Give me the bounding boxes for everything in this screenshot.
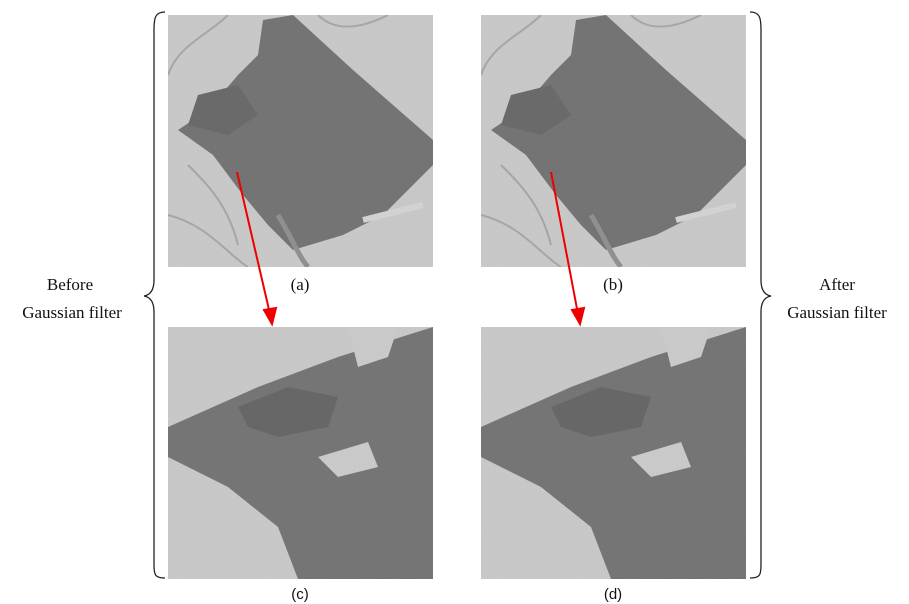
left-brace <box>144 12 165 578</box>
right-label: Gaussian filter <box>787 303 887 322</box>
left-label: Before <box>47 275 93 294</box>
panel-label: (a) <box>291 275 310 294</box>
left-label: Gaussian filter <box>22 303 122 322</box>
panel-image-a <box>168 15 433 267</box>
panel-label: (b) <box>603 275 623 294</box>
panel-image-d <box>481 327 746 579</box>
panel-label: (d) <box>604 586 622 603</box>
arrow-head <box>572 308 584 324</box>
panel-label: (c) <box>291 586 309 603</box>
figure: (a) (b) (c) (d) Before Gaussian filter A… <box>0 0 909 604</box>
panel-image-b <box>481 15 746 267</box>
right-label: After <box>819 275 855 294</box>
panel-image-c <box>168 327 433 579</box>
right-brace <box>750 12 771 578</box>
arrow-head <box>264 308 276 324</box>
